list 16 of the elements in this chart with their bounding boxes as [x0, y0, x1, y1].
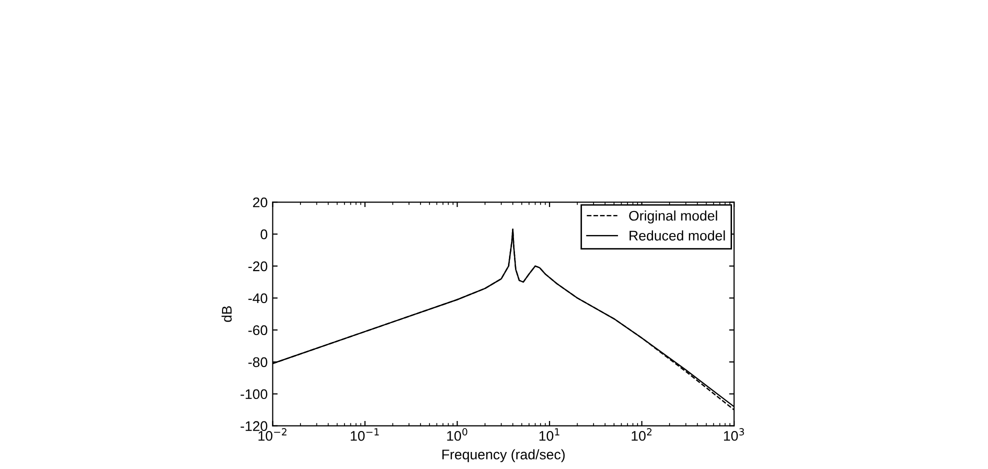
y-tick-label: -60 — [248, 325, 268, 336]
x-tick-label: 10$^{0}$ — [447, 428, 468, 441]
y-tick-label: -100 — [240, 389, 268, 400]
x-tick-label: 10$^{3}$ — [724, 428, 744, 441]
y-tick-label: -20 — [248, 261, 268, 272]
y-tick-label: 0 — [260, 229, 268, 240]
y-axis-title: dB — [222, 306, 232, 322]
x-tick-label: 10$^{−1}$ — [350, 428, 379, 441]
x-axis-title: Frequency (rad/sec) — [442, 449, 565, 462]
y-tick-label: -80 — [248, 357, 268, 368]
y-tick-label: 20 — [253, 197, 268, 208]
x-tick-label: 10$^{1}$ — [539, 428, 560, 441]
y-tick-label: -40 — [248, 293, 268, 304]
legend-label: Reduced model — [630, 230, 725, 241]
legend-label: Original model — [629, 210, 718, 224]
x-tick-label: 10$^{2}$ — [632, 428, 652, 441]
